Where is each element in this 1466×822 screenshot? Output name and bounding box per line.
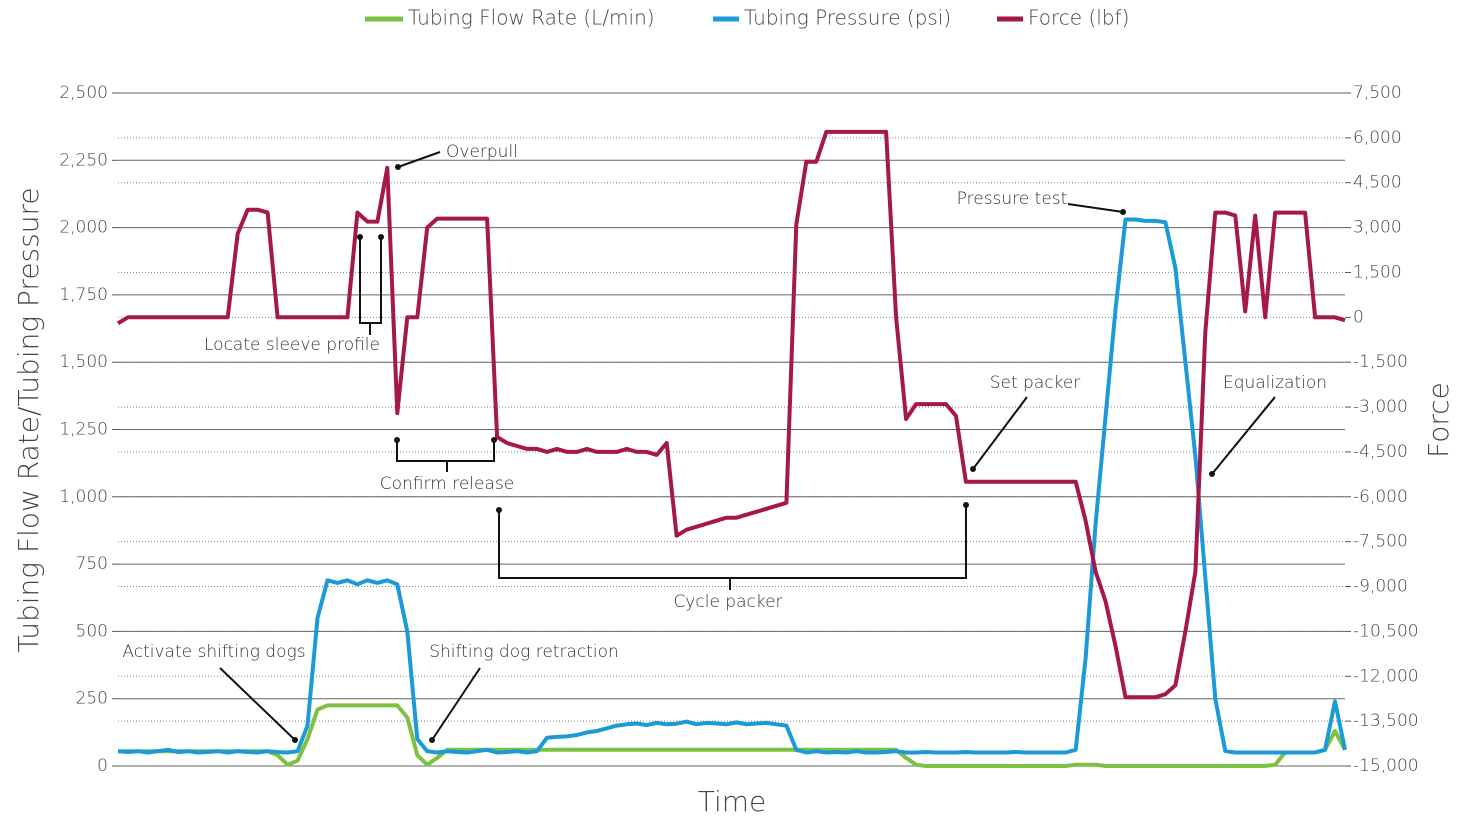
annotation: Cycle packer (673, 592, 782, 612)
connector-dot (1120, 209, 1126, 215)
connector-dot (357, 234, 363, 240)
y2-tick-label: 0 (1353, 307, 1364, 327)
annotation: Pressure test (957, 189, 1068, 209)
connector-dot (394, 437, 400, 443)
y2-axis-title: Force (1422, 382, 1455, 458)
x-axis-title: Time (698, 785, 767, 818)
series-line (117, 217, 1347, 755)
y2-tick-label: -12,000 (1353, 666, 1419, 686)
annotation: Locate sleeve profile (204, 335, 380, 355)
y-axis-title: Tubing Flow Rate/Tubing Pressure (12, 187, 45, 652)
connector-dot (1209, 471, 1215, 477)
y2-tick-label: -15,000 (1353, 756, 1419, 776)
bracket (498, 505, 967, 590)
y2-tick-label: -9,000 (1353, 577, 1408, 597)
annotation: Overpull (446, 142, 518, 162)
connector-dot (429, 737, 435, 743)
y2-tick-label: -7,500 (1353, 532, 1408, 552)
y2-tick-label: 7,500 (1353, 83, 1402, 103)
annotation: Set packer (990, 373, 1081, 393)
connector (972, 396, 1028, 470)
series-line (116, 129, 1346, 700)
connector (397, 151, 441, 168)
y2-tick-label: -4,500 (1353, 442, 1408, 462)
y2-tick-label: 1,500 (1353, 262, 1402, 282)
connector-dot (963, 502, 969, 508)
y2-tick-label: 4,500 (1353, 173, 1402, 193)
y2-tick-label: -1,500 (1353, 352, 1408, 372)
y2-tick-label: -10,500 (1353, 621, 1419, 641)
y-tick-label: 500 (76, 621, 108, 641)
bracket (359, 237, 382, 335)
connector-dot (970, 466, 976, 472)
y2-tick-label: 6,000 (1353, 128, 1402, 148)
y-tick-label: 2,000 (59, 218, 108, 238)
connector-dot (395, 164, 401, 170)
y2-tick-label: 3,000 (1353, 218, 1402, 238)
bracket (396, 440, 495, 472)
y2-tick-label: -13,500 (1353, 711, 1419, 731)
y2-tick-label: -3,000 (1353, 397, 1408, 417)
connector (1067, 203, 1124, 213)
legend-label: Tubing Flow Rate (L/min) (408, 6, 655, 30)
connector (431, 667, 481, 741)
y2-tick-label: -6,000 (1353, 487, 1408, 507)
lines (116, 129, 1347, 768)
annotation: Shifting dog retraction (429, 642, 619, 662)
annotation: Equalization (1223, 373, 1327, 393)
annotations: Overpull Locate sleeve profile Confirm r… (122, 142, 1327, 743)
y-tick-label: 1,000 (59, 487, 108, 507)
connector (1211, 396, 1276, 475)
connector-dot (496, 507, 502, 513)
y-tick-label: 1,250 (59, 420, 108, 440)
connector (219, 667, 296, 741)
y-tick-label: 2,250 (59, 150, 108, 170)
y-tick-label: 1,750 (59, 285, 108, 305)
y-tick-label: 750 (76, 554, 108, 574)
y-tick-label: 0 (97, 756, 108, 776)
series-line (118, 703, 1347, 768)
y-tick-label: 2,500 (59, 83, 108, 103)
connector-dot (378, 234, 384, 240)
y-tick-label: 1,500 (59, 352, 108, 372)
legend-label: Force (lbf) (1028, 6, 1129, 30)
connector-dot (491, 437, 497, 443)
connector-dot (292, 737, 298, 743)
annotation: Confirm release (380, 474, 514, 494)
y-tick-label: 250 (76, 689, 108, 709)
legend-label: Tubing Pressure (psi) (744, 6, 951, 30)
annotation: Activate shifting dogs (122, 642, 305, 662)
